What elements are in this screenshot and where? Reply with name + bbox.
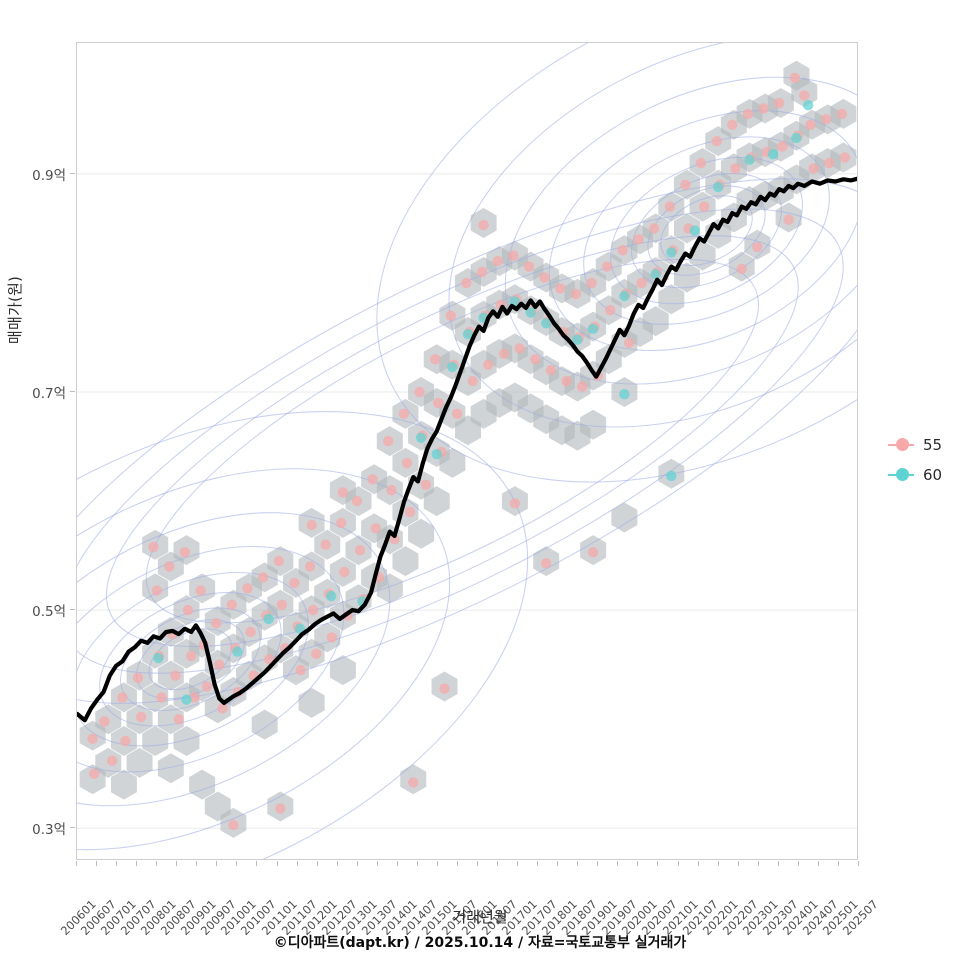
x-tick-mark (837, 861, 839, 866)
x-tick-mark (316, 861, 318, 866)
x-tick-mark (276, 861, 278, 866)
y-tick-mark (70, 391, 75, 392)
trend-line (77, 176, 857, 723)
x-tick-mark (336, 861, 338, 866)
x-tick-mark (296, 861, 298, 866)
x-tick-mark (717, 861, 719, 866)
x-tick-mark (497, 861, 499, 866)
x-tick-mark (637, 861, 639, 866)
x-tick-mark (517, 861, 519, 866)
x-axis-title: 거래년월 (452, 908, 508, 926)
y-tick-label: 0.5억 (32, 604, 66, 621)
y-tick-label: 0.7억 (32, 386, 66, 402)
x-tick-mark (456, 861, 458, 866)
x-tick-mark (256, 861, 258, 866)
x-tick-mark (557, 861, 559, 866)
y-tick-mark (70, 827, 75, 829)
x-tick-mark (858, 861, 859, 866)
y-tick-mark (70, 609, 75, 611)
legend-item[interactable]: 55 (888, 430, 942, 460)
x-tick-mark (697, 861, 699, 866)
x-tick-mark (116, 861, 118, 866)
x-tick-mark (416, 861, 418, 866)
x-tick-mark (196, 861, 198, 866)
points-series-60 (153, 100, 814, 705)
x-tick-mark (477, 861, 479, 866)
x-tick-mark (136, 861, 138, 866)
chart-caption: ©디아파트(dapt.kr) / 2025.10.14 / 자료=국토교통부 실… (273, 935, 687, 951)
plot-panel (76, 42, 858, 860)
legend-label: 55 (923, 436, 943, 454)
y-axis-title: 매매가(원) (6, 275, 24, 345)
legend-point-swatch (896, 468, 909, 481)
x-tick-mark (797, 861, 799, 866)
x-tick-mark (176, 861, 178, 866)
plot-canvas (77, 43, 857, 859)
contour-layer (77, 43, 857, 859)
x-tick-mark (737, 861, 739, 866)
y-tick-label: 0.9억 (32, 167, 66, 184)
x-tick-mark (436, 861, 438, 866)
x-tick-mark (396, 861, 398, 866)
legend: 55 60 (888, 430, 942, 490)
x-tick-mark (577, 861, 579, 866)
x-tick-mark (537, 861, 539, 866)
x-tick-mark (817, 861, 819, 866)
x-tick-mark (76, 861, 77, 866)
legend-key-55 (888, 434, 914, 456)
x-tick-mark (376, 861, 378, 866)
x-tick-mark (677, 861, 679, 866)
legend-key-60 (888, 464, 914, 486)
legend-item[interactable]: 60 (888, 460, 942, 490)
x-tick-mark (96, 861, 98, 866)
points-series-55 (87, 72, 851, 831)
x-tick-mark (156, 861, 158, 866)
x-tick-mark (617, 861, 619, 866)
x-tick-mark (777, 861, 779, 866)
legend-label: 60 (923, 466, 943, 484)
x-tick-mark (657, 861, 659, 866)
legend-point-swatch (896, 438, 909, 451)
x-tick-mark (597, 861, 599, 866)
y-tick-label: 0.3억 (32, 822, 66, 839)
x-tick-mark (757, 861, 759, 866)
y-tick-mark (70, 172, 75, 174)
x-tick-mark (236, 861, 238, 866)
x-tick-mark (216, 861, 218, 866)
x-tick-mark (356, 861, 358, 866)
